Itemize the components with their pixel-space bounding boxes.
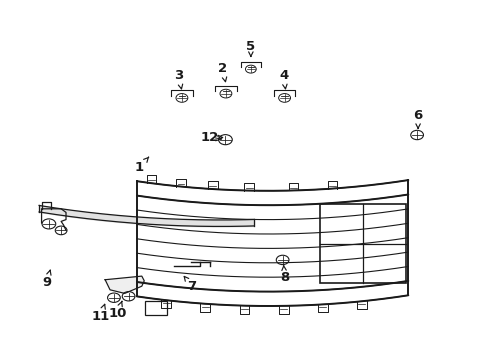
Text: 10: 10 [108,301,126,320]
Text: 5: 5 [246,40,255,57]
Text: 6: 6 [413,109,422,128]
Text: 8: 8 [280,265,288,284]
Text: 7: 7 [184,276,196,293]
Text: 2: 2 [218,62,226,82]
Text: 1: 1 [135,157,148,174]
Bar [145,301,167,315]
Text: 12: 12 [200,131,222,144]
Text: 4: 4 [279,69,287,89]
Text: 9: 9 [42,270,51,289]
Bar [320,204,405,283]
Polygon shape [105,276,144,293]
Text: 3: 3 [174,69,183,89]
Text: 11: 11 [91,304,109,323]
